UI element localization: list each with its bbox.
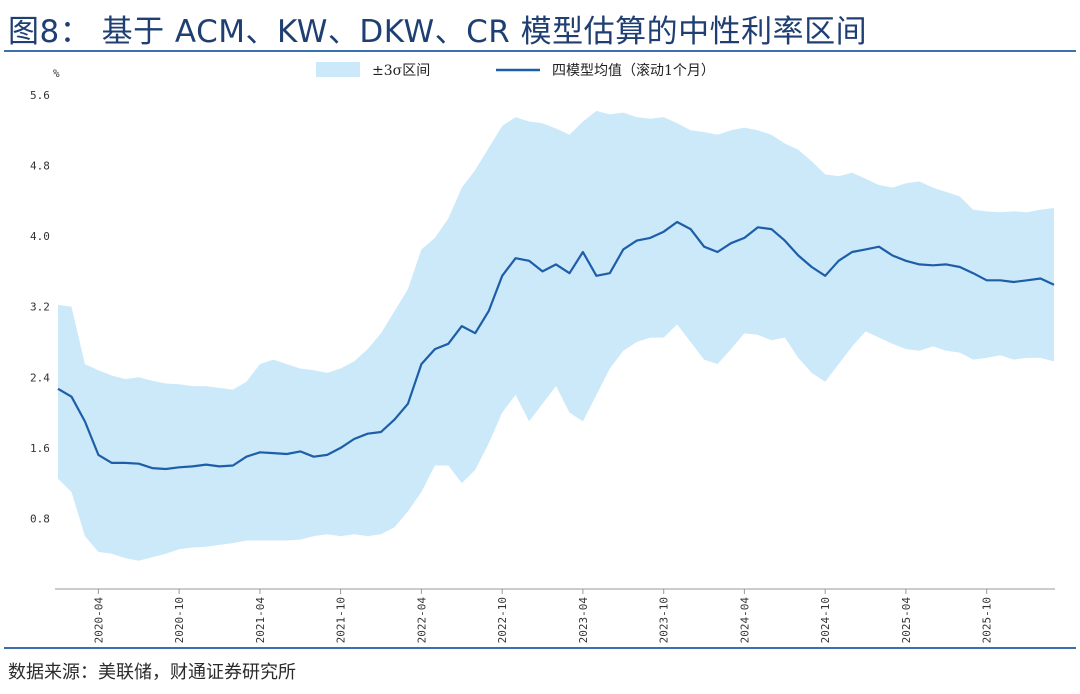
title-divider <box>4 50 1076 52</box>
neutral-rate-chart: ±3σ区间 四模型均值（滚动1个月） % 0.8 1.6 2.4 3.2 4.0 4.8 5… <box>30 62 1055 644</box>
x-tick-label: 2023-10 <box>658 597 671 643</box>
y-tick-label: 1.6 <box>30 442 50 455</box>
x-tick-label: 2020-10 <box>173 597 186 643</box>
legend-band-swatch <box>316 62 360 77</box>
y-axis-ticks: 0.8 1.6 2.4 3.2 4.0 4.8 5.6 <box>30 89 50 525</box>
y-tick-label: 4.0 <box>30 230 50 243</box>
y-tick-label: 4.8 <box>30 160 50 173</box>
y-axis-unit: % <box>53 67 60 80</box>
y-tick-label: 2.4 <box>30 371 50 384</box>
x-tick-label: 2024-10 <box>819 597 832 643</box>
x-axis-ticks: 2020-04 2020-10 2021-04 2021-10 2022-04 2022-… <box>92 589 994 644</box>
legend-band-label: ±3σ区间 <box>372 63 430 79</box>
x-tick-label: 2025-10 <box>981 597 994 643</box>
x-tick-label: 2021-10 <box>335 597 348 643</box>
y-tick-label: 3.2 <box>30 301 50 314</box>
x-tick-label: 2024-04 <box>738 597 751 644</box>
sigma-band-area <box>58 110 1054 561</box>
line-layer <box>57 220 1055 471</box>
y-tick-label: 0.8 <box>30 512 50 525</box>
source-divider <box>4 647 1076 649</box>
band-layer <box>58 110 1054 561</box>
x-tick-label: 2020-04 <box>92 597 105 644</box>
figure-title: 图8： 基于 ACM、KW、DKW、CR 模型估算的中性利率区间 <box>8 14 868 50</box>
x-tick-label: 2022-04 <box>415 597 428 644</box>
source-note: 数据来源：美联储，财通证券研究所 <box>8 662 296 683</box>
x-tick-label: 2023-04 <box>577 597 590 644</box>
model-mean-line <box>57 220 1055 471</box>
x-tick-label: 2022-10 <box>496 597 509 643</box>
x-tick-label: 2021-04 <box>254 597 267 644</box>
x-tick-label: 2025-04 <box>900 597 913 644</box>
legend-line-label: 四模型均值（滚动1个月） <box>552 62 715 79</box>
y-tick-label: 5.6 <box>30 89 50 102</box>
legend: ±3σ区间 四模型均值（滚动1个月） <box>316 62 715 79</box>
